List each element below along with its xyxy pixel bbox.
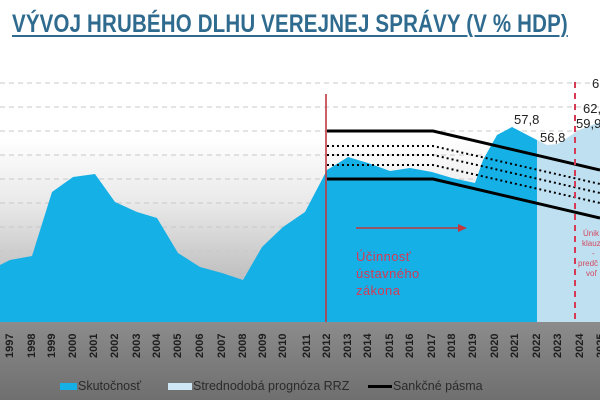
- legend: Skutočnosť Strednodobá prognóza RRZ Sank…: [0, 378, 600, 394]
- legend-item-forecast: Strednodobá prognóza RRZ: [168, 378, 349, 394]
- legend-swatch-forecast: [168, 382, 192, 390]
- x-tick-label: 2009: [257, 333, 269, 358]
- chart-title: VÝVOJ HRUBÉHO DLHU VEREJNEJ SPRÁVY (V % …: [12, 10, 568, 38]
- x-tick-label: 2021: [509, 333, 521, 358]
- law-annotation: Účinnosť ústavného zákona: [356, 248, 420, 299]
- x-axis-band: [0, 322, 600, 400]
- x-tick-label: 1997: [4, 333, 16, 358]
- x-tick-label: 2020: [489, 333, 501, 358]
- forecast-area: [537, 122, 600, 322]
- x-tick-label: 2023: [552, 333, 564, 358]
- escape-annotation-line: voľ: [586, 269, 597, 278]
- escape-annotation-line: predč: [578, 259, 599, 268]
- x-tick-label: 2005: [172, 333, 184, 358]
- x-tick-label: 2024: [574, 333, 586, 358]
- x-tick-label: 2004: [151, 333, 163, 358]
- x-tick-label: 2003: [131, 333, 143, 358]
- x-tick-label: 2001: [88, 333, 100, 358]
- x-tick-label: 1998: [26, 333, 38, 358]
- data-label: 56,8: [540, 130, 566, 145]
- x-tick-label: 2017: [426, 333, 438, 358]
- law-annotation-line: zákona: [356, 283, 401, 298]
- law-annotation-line: ústavného: [356, 266, 420, 281]
- legend-swatch-actual: [60, 382, 77, 390]
- data-label: 62,: [583, 101, 600, 116]
- actual-area: [0, 127, 537, 322]
- sanction-bands: [327, 129, 600, 220]
- data-label: 57,8: [514, 112, 540, 127]
- x-tick-label: 2019: [467, 333, 479, 358]
- x-tick-label: 1999: [46, 333, 58, 358]
- x-tick-label: 2025: [595, 333, 600, 358]
- x-tick-label: 2018: [446, 333, 458, 358]
- x-tick-label: 2006: [194, 333, 206, 358]
- escape-annotation-line: -: [592, 249, 595, 258]
- data-label: 6: [592, 76, 600, 91]
- data-label: 59,9: [576, 116, 600, 131]
- escape-annotation-line: Únik: [583, 229, 600, 238]
- chart-title-wrap: VÝVOJ HRUBÉHO DLHU VEREJNEJ SPRÁVY (V % …: [12, 10, 588, 44]
- escape-annotation-line: klauz: [582, 239, 600, 248]
- x-tick-label: 2002: [109, 333, 121, 358]
- x-tick-label: 2016: [404, 333, 416, 358]
- x-tick-label: 2010: [277, 333, 289, 358]
- legend-label: Skutočnosť: [78, 379, 142, 393]
- x-tick-label: 2000: [67, 333, 79, 358]
- arrow-right-icon: [356, 224, 467, 232]
- x-tick-label: 2012: [321, 333, 333, 358]
- legend-item-actual: Skutočnosť: [60, 378, 141, 394]
- x-tick-label: 2011: [301, 334, 313, 358]
- x-tick-label: 2007: [216, 333, 228, 358]
- legend-swatch-sanction: [368, 384, 392, 388]
- x-tick-label: 2008: [237, 333, 249, 358]
- legend-label: Strednodobá prognóza RRZ: [193, 379, 350, 393]
- legend-label: Sankčné pásma: [393, 379, 483, 393]
- x-tick-label: 2015: [384, 333, 396, 358]
- legend-item-sanction: Sankčné pásma: [368, 378, 483, 394]
- law-annotation-line: Účinnosť: [356, 249, 412, 264]
- x-tick-label: 2013: [342, 333, 354, 358]
- x-tick-label: 2022: [531, 333, 543, 358]
- x-tick-label: 2014: [362, 333, 374, 358]
